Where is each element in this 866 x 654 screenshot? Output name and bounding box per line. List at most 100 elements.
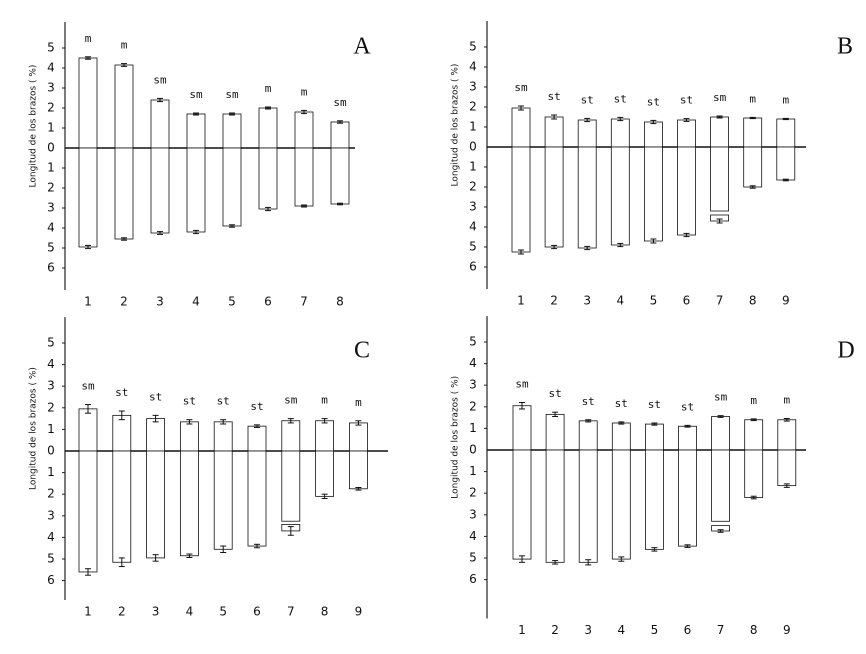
- upper-arm: [114, 64, 134, 149]
- y-tick-label: 3: [47, 201, 55, 215]
- x-tick-label: 5: [651, 623, 659, 637]
- lower-arm: [247, 450, 267, 547]
- y-tick-label: 4: [469, 220, 477, 234]
- x-tick-label: 7: [300, 295, 308, 309]
- y-tick-label: 3: [469, 507, 477, 521]
- upper-arm: [348, 422, 368, 452]
- lower-arm: [644, 146, 663, 242]
- upper-arm: [545, 413, 565, 451]
- arm-type-label: sm: [333, 96, 347, 109]
- lower-arm: [512, 449, 532, 560]
- x-tick-label: 1: [517, 294, 525, 308]
- upper-arm: [677, 119, 696, 148]
- y-tick-label: 5: [469, 40, 477, 54]
- panel-title: C: [354, 338, 370, 364]
- upper-arm: [213, 421, 233, 452]
- arm-type-label: sm: [713, 91, 727, 104]
- y-tick-label: 0: [47, 444, 55, 458]
- lower-arm: [78, 450, 98, 573]
- x-tick-label: 4: [616, 294, 624, 308]
- arm-type-label: sm: [153, 73, 167, 86]
- y-tick-label: 1: [469, 421, 477, 435]
- y-tick-label: 5: [469, 551, 477, 565]
- y-tick-label: 1: [47, 465, 55, 479]
- arm-type-label: st: [183, 395, 196, 408]
- y-axis-label: Longitud de los brazos ( %): [451, 376, 461, 499]
- x-tick-label: 9: [355, 605, 363, 619]
- lower-arm: [776, 146, 796, 181]
- upper-arm: [179, 421, 199, 452]
- lower-arm: [294, 147, 314, 207]
- upper-arm: [544, 116, 564, 148]
- lower-arm: [578, 449, 598, 563]
- x-tick-label: 9: [782, 294, 790, 308]
- x-tick-label: 8: [750, 623, 758, 637]
- arm-type-label: sm: [225, 88, 239, 101]
- x-tick-label: 1: [84, 605, 92, 619]
- y-tick-label: 3: [469, 80, 477, 94]
- lower-arm: [112, 450, 132, 563]
- x-tick-label: 6: [684, 623, 692, 637]
- arm-type-label: st: [149, 390, 162, 403]
- arm-type-label: st: [680, 94, 693, 107]
- y-tick-label: 1: [469, 120, 477, 134]
- lower-arm: [611, 449, 631, 560]
- y-tick-label: 6: [469, 572, 477, 586]
- x-tick-label: 5: [219, 605, 227, 619]
- upper-arm: [330, 121, 350, 149]
- y-tick-label: 3: [469, 378, 477, 392]
- arm-type-label: sm: [515, 377, 529, 390]
- upper-arm: [294, 111, 314, 149]
- lower-arm: [577, 146, 597, 249]
- upper-arm: [776, 118, 796, 148]
- lower-arm: [645, 449, 664, 550]
- arm-type-label: st: [115, 386, 128, 399]
- upper-arm: [258, 107, 278, 149]
- lower-arm: [677, 146, 696, 236]
- upper-arm: [247, 425, 267, 452]
- x-tick-label: 6: [253, 605, 261, 619]
- x-tick-label: 2: [120, 295, 128, 309]
- lower-arm: [222, 147, 242, 227]
- y-axis-label: Longitud de los brazos ( %): [29, 367, 39, 490]
- y-tick-label: 3: [47, 379, 55, 393]
- y-tick-label: 2: [469, 100, 477, 114]
- y-tick-label: 0: [469, 443, 477, 457]
- lower-arm: [330, 147, 350, 205]
- arm-type-label: m: [783, 393, 790, 406]
- y-tick-label: 4: [47, 61, 55, 75]
- upper-arm: [315, 420, 335, 452]
- arm-type-label: st: [681, 400, 694, 413]
- lower-arm: [711, 449, 730, 522]
- arm-type-label: sm: [189, 88, 203, 101]
- upper-arm: [744, 419, 764, 451]
- lower-arm: [146, 450, 166, 559]
- panel-title: D: [837, 338, 854, 364]
- x-tick-label: 7: [287, 605, 295, 619]
- arm-type-label: st: [582, 395, 595, 408]
- y-tick-label: 1: [469, 464, 477, 478]
- upper-arm: [777, 419, 797, 451]
- lower-arm: [186, 147, 206, 233]
- x-tick-label: 4: [192, 295, 200, 309]
- lower-arm: [777, 449, 797, 487]
- arm-type-label: sm: [714, 391, 728, 404]
- lower-arm: [315, 450, 335, 497]
- y-tick-label: 4: [47, 221, 55, 235]
- y-tick-label: 5: [47, 552, 55, 566]
- arm-type-label: m: [749, 92, 756, 105]
- arm-type-label: m: [782, 93, 789, 106]
- x-tick-label: 1: [84, 295, 92, 309]
- upper-arm: [678, 425, 697, 451]
- upper-arm: [78, 408, 98, 452]
- arm-type-label: st: [581, 93, 594, 106]
- arm-type-label: m: [121, 39, 128, 52]
- y-tick-label: 4: [47, 530, 55, 544]
- y-tick-label: 6: [469, 260, 477, 274]
- x-tick-label: 8: [336, 295, 344, 309]
- lower-arm: [114, 147, 134, 240]
- lower-arm: [710, 146, 729, 212]
- arm-type-label: m: [750, 394, 757, 407]
- y-tick-label: 1: [47, 161, 55, 175]
- arm-type-label: st: [615, 397, 628, 410]
